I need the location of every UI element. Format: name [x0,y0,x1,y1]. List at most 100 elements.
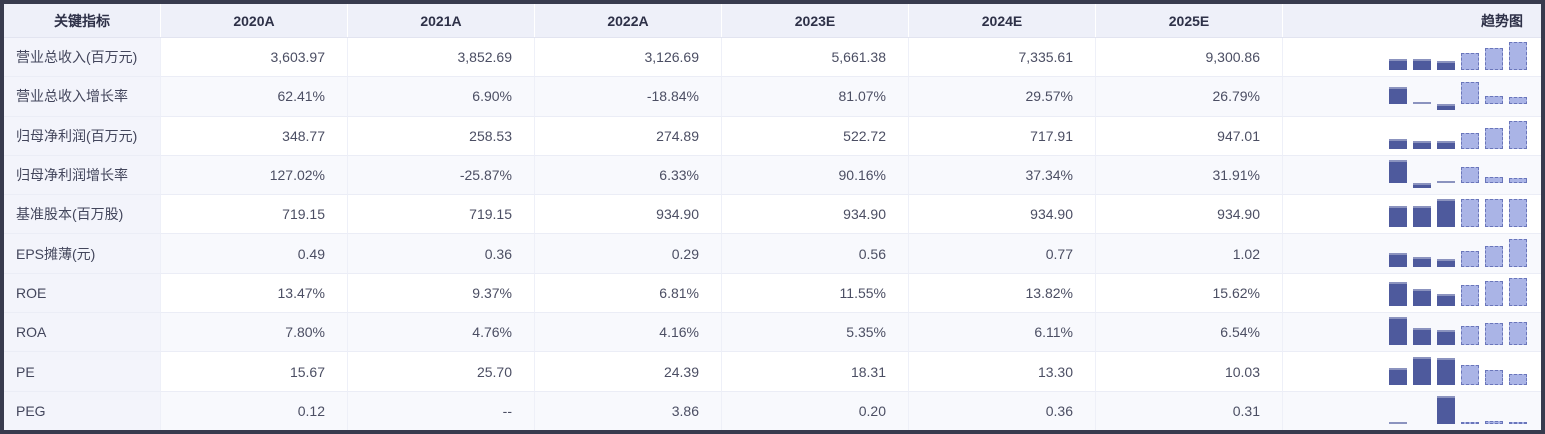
trend-bar-estimate [1461,421,1479,424]
trend-bar-actual [1413,183,1431,189]
header-trend-chart: 趋势图 [1282,4,1541,37]
value-cell: 4.16% [534,312,721,352]
trend-cell [1282,312,1541,352]
value-cell: 274.89 [534,115,721,155]
trend-bar-actual [1437,181,1455,184]
trend-cell [1282,115,1541,155]
value-cell: 127.02% [160,154,347,195]
trend-bar-actual [1389,138,1407,149]
trend-bar-actual [1413,205,1431,228]
value-cell: 934.90 [534,194,721,234]
trend-bar-estimate [1509,238,1527,267]
row-label: PEG [4,390,160,430]
mini-bar-chart [1389,199,1527,228]
row-label: ROE [4,272,160,313]
trend-bar-estimate [1461,199,1479,228]
row-label: 营业总收入(百万元) [4,38,160,77]
value-cell: 6.81% [534,272,721,313]
value-cell: 934.90 [1095,194,1282,234]
trend-bar-actual [1389,59,1407,71]
value-cell: 719.15 [347,194,534,234]
mini-bar-chart [1389,278,1527,307]
trend-bar-actual [1413,102,1431,105]
table-row: 归母净利润(百万元) 348.77 258.53 274.89 522.72 717.91… [4,115,1541,155]
table-row: ROE 13.47% 9.37% 6.81% 11.55% 13.82% 15.62% [4,272,1541,313]
trend-bar-estimate [1485,421,1503,424]
trend-bar-actual [1389,367,1407,385]
trend-bar-actual [1413,328,1431,346]
value-cell: -18.84% [534,76,721,116]
row-label: 归母净利润(百万元) [4,115,160,155]
trend-bar-actual [1437,293,1455,307]
trend-cell [1282,390,1541,430]
trend-bar-estimate [1509,120,1527,149]
trend-bar-actual [1389,253,1407,267]
table-row: 营业总收入(百万元) 3,603.97 3,852.69 3,126.69 5,661.… [4,38,1541,77]
trend-bar-estimate [1509,278,1527,307]
value-cell: 5.35% [721,312,908,352]
value-cell: 0.36 [908,390,1095,430]
table-row: 归母净利润增长率 127.02% -25.87% 6.33% 90.16% 37.34% 3… [4,154,1541,195]
value-cell: 24.39 [534,351,721,391]
value-cell: 4.76% [347,312,534,352]
value-cell: 13.47% [160,272,347,313]
trend-bar-actual [1413,58,1431,71]
trend-bar-actual [1389,86,1407,105]
value-cell: 62.41% [160,76,347,116]
trend-bar-actual [1389,421,1407,424]
row-label: 营业总收入增长率 [4,76,160,116]
trend-cell [1282,194,1541,234]
mini-bar-chart [1389,81,1527,110]
header-2024e: 2024E [908,4,1095,37]
trend-bar-actual [1413,289,1431,307]
trend-bar-actual [1389,205,1407,228]
value-cell: 0.49 [160,233,347,273]
row-label: 归母净利润增长率 [4,154,160,195]
trend-bar-actual [1437,104,1455,110]
value-cell: 11.55% [721,272,908,313]
value-cell: 26.79% [1095,76,1282,116]
trend-bar-estimate [1461,53,1479,71]
value-cell: 3.86 [534,390,721,430]
value-cell: -25.87% [347,154,534,195]
table-body: 营业总收入(百万元) 3,603.97 3,852.69 3,126.69 5,661.… [4,38,1541,430]
trend-bar-estimate [1461,166,1479,184]
mini-bar-chart [1389,356,1527,385]
trend-cell [1282,272,1541,313]
trend-bar-estimate [1509,373,1527,385]
value-cell: 6.33% [534,154,721,195]
value-cell: 258.53 [347,115,534,155]
trend-bar-estimate [1509,421,1527,424]
trend-cell [1282,38,1541,77]
trend-bar-estimate [1485,199,1503,228]
table-row: PEG 0.12 -- 3.86 0.20 0.36 0.31 [4,390,1541,430]
trend-bar-actual [1437,199,1455,228]
trend-bar-estimate [1485,127,1503,149]
trend-bar-actual [1413,256,1431,267]
table-row: 营业总收入增长率 62.41% 6.90% -18.84% 81.07% 29.57% 26… [4,76,1541,116]
header-2021a: 2021A [347,4,534,37]
value-cell: 3,126.69 [534,38,721,77]
trend-bar-estimate [1509,96,1527,105]
value-cell: 0.56 [721,233,908,273]
value-cell: 90.16% [721,154,908,195]
header-2020a: 2020A [160,4,347,37]
trend-bar-estimate [1485,370,1503,385]
row-label: ROA [4,312,160,352]
value-cell: 348.77 [160,115,347,155]
trend-bar-estimate [1461,251,1479,267]
value-cell: 5,661.38 [721,38,908,77]
trend-cell [1282,154,1541,195]
trend-cell [1282,351,1541,391]
value-cell: 25.70 [347,351,534,391]
trend-bar-actual [1437,140,1455,149]
value-cell: 0.77 [908,233,1095,273]
value-cell: 0.20 [721,390,908,430]
value-cell: 7,335.61 [908,38,1095,77]
value-cell: 37.34% [908,154,1095,195]
value-cell: 9,300.86 [1095,38,1282,77]
trend-bar-estimate [1461,81,1479,105]
mini-bar-chart [1389,42,1527,71]
trend-bar-actual [1437,358,1455,385]
